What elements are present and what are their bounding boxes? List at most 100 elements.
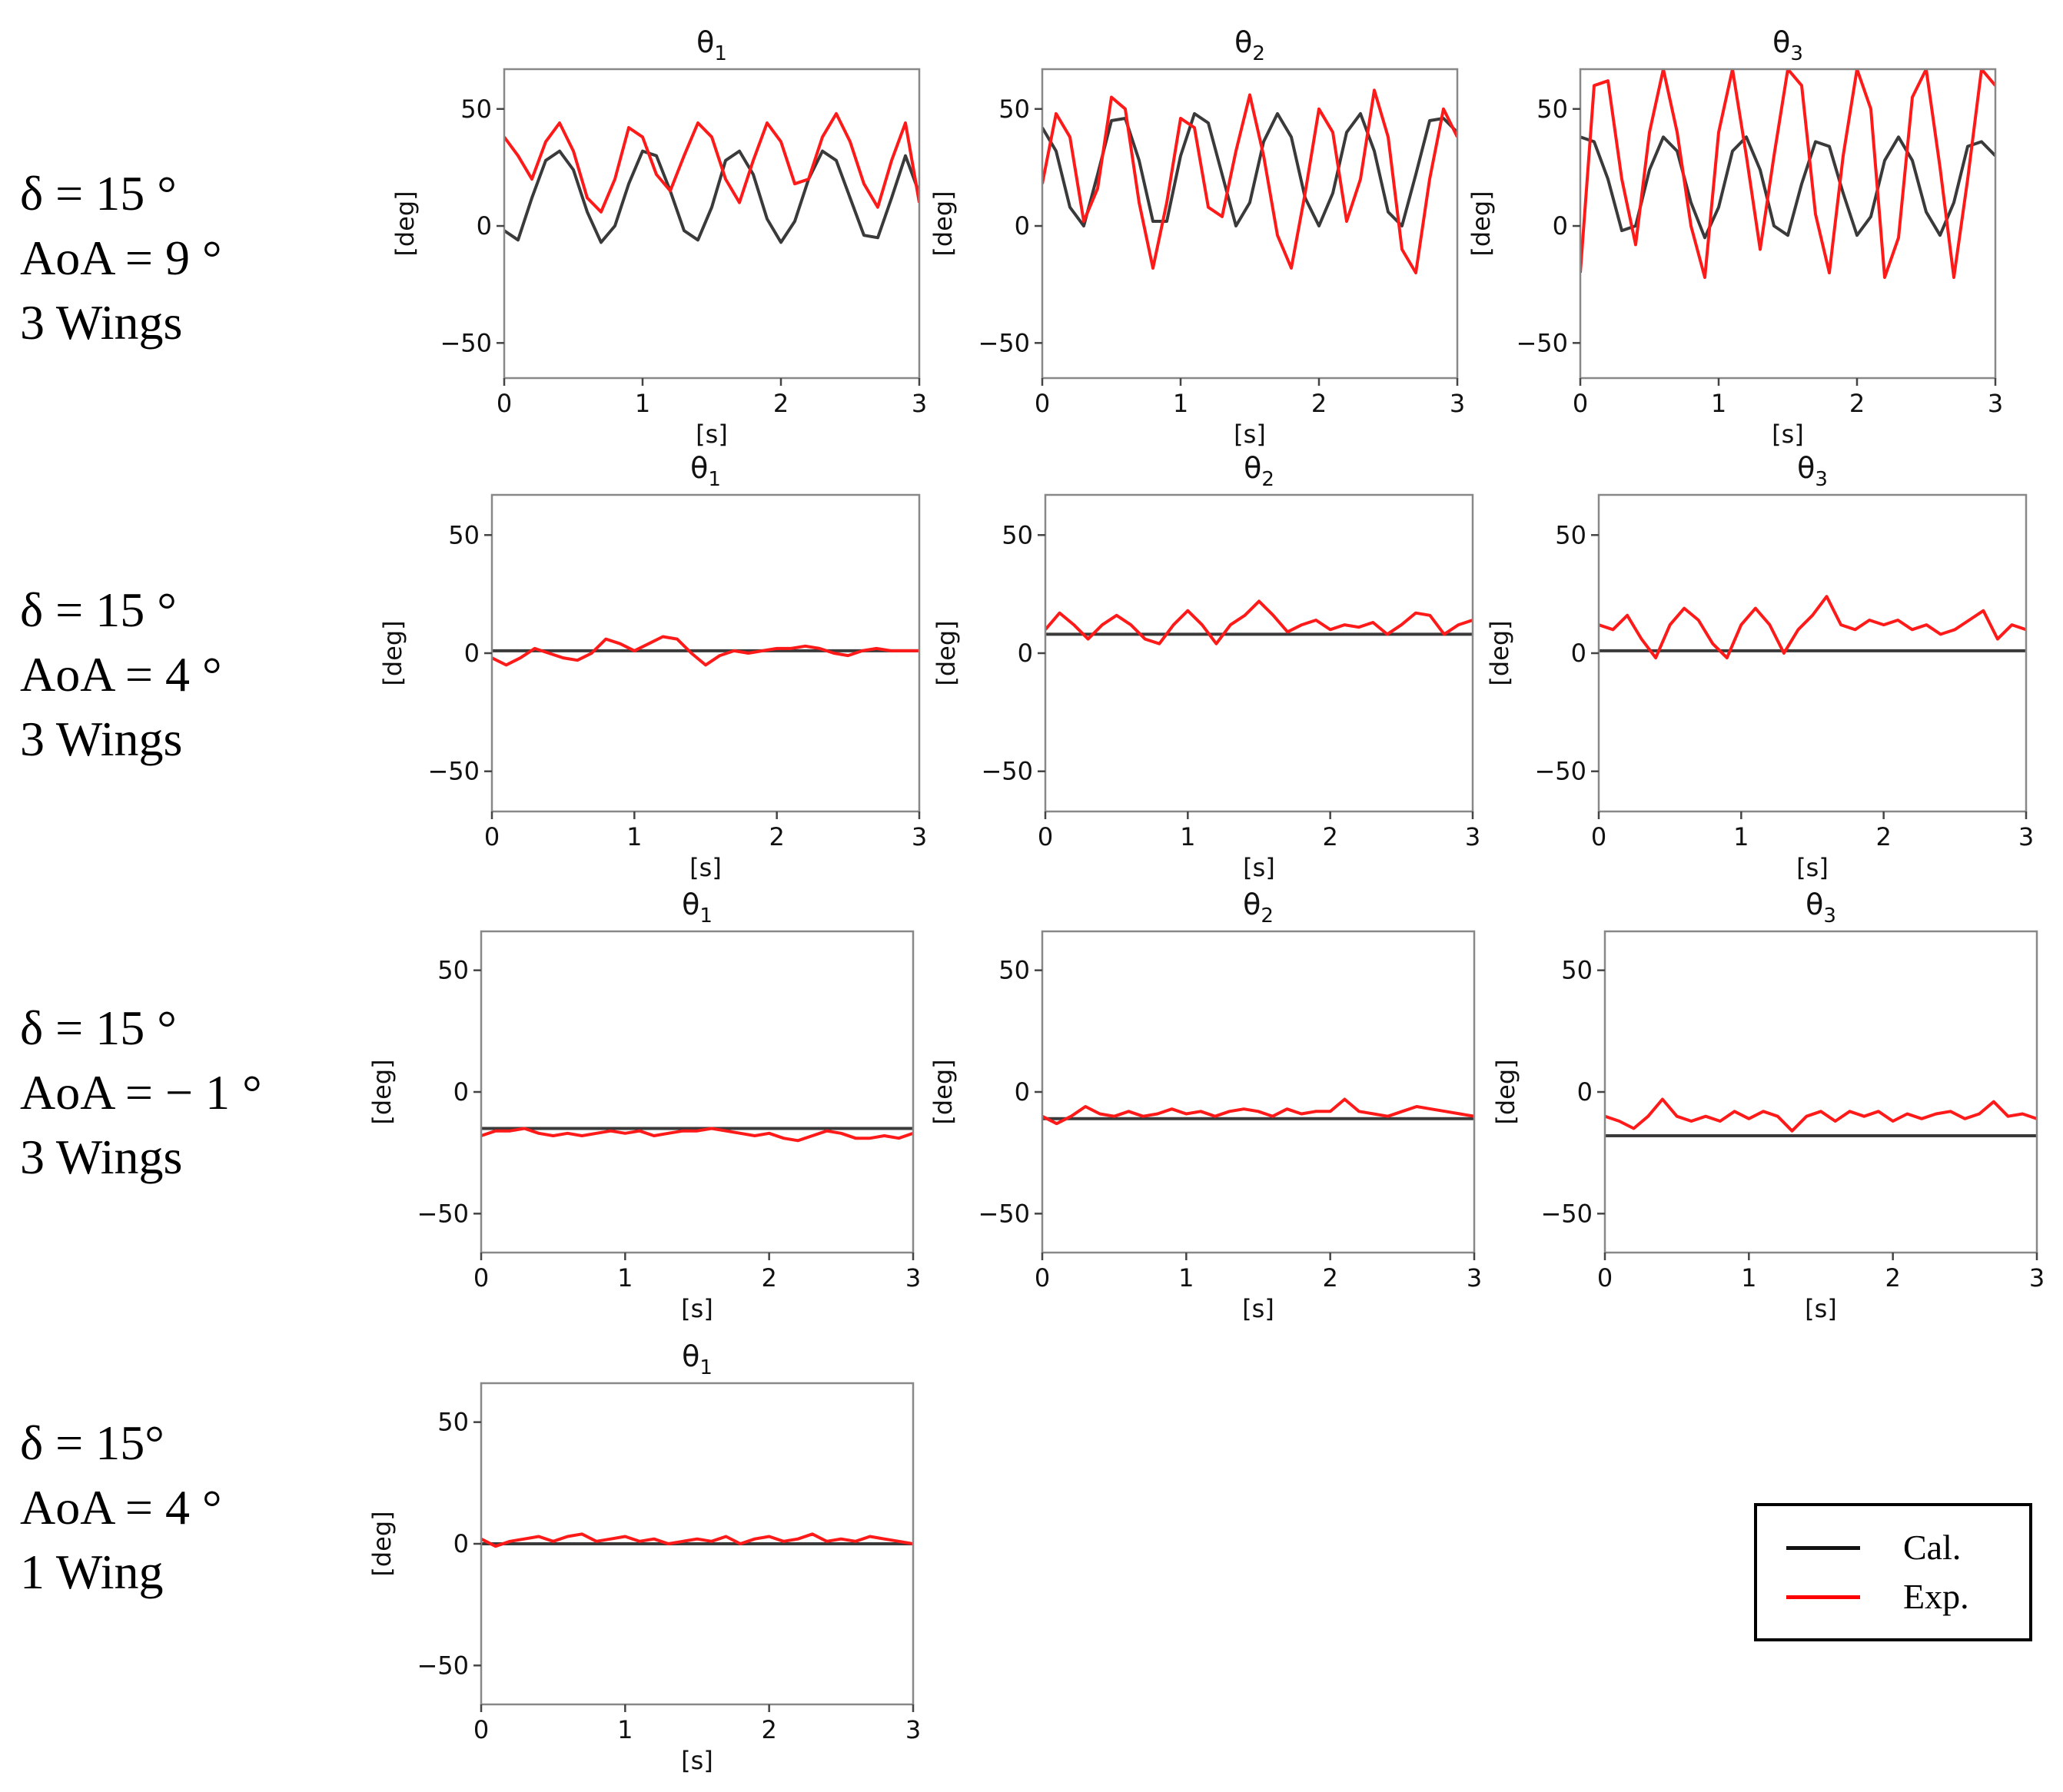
x-tick-label: 2 — [1311, 389, 1327, 418]
x-tick-label: 0 — [497, 389, 512, 418]
x-tick-label: 1 — [1173, 389, 1188, 418]
row-label-line: AoA = 9 ° — [20, 231, 222, 285]
y-tick-label: −50 — [1516, 328, 1568, 357]
row-label-line: δ = 15° — [20, 1415, 164, 1470]
series-exp-line — [1605, 1097, 2037, 1133]
x-tick-label: 1 — [626, 822, 642, 851]
x-tick-label: 2 — [1322, 822, 1337, 851]
series-cal-line — [1042, 111, 1457, 227]
row-label-line: δ = 15 ° — [20, 582, 177, 637]
x-tick-label: 2 — [1322, 1263, 1337, 1293]
plot-area — [504, 111, 919, 244]
plot-area — [1042, 88, 1457, 274]
y-tick-label: 50 — [1536, 95, 1568, 124]
x-axis-label: [s] — [1243, 853, 1275, 882]
x-tick-label: 2 — [761, 1715, 776, 1744]
subplot-3-3: 0 1 2 3 −50 0 50 [s] [deg] θ3 — [1491, 888, 2045, 1323]
x-tick-label: 1 — [1711, 389, 1726, 418]
y-tick-label: −50 — [427, 757, 480, 786]
plot-area — [481, 1532, 913, 1548]
legend: Cal. Exp. — [1754, 1503, 2032, 1641]
x-tick-label: 0 — [473, 1263, 489, 1293]
plot-area — [1605, 1097, 2037, 1137]
y-tick-label: 50 — [1561, 956, 1593, 985]
row-label-line: δ = 15 ° — [20, 1001, 177, 1055]
legend-label-exp: Exp. — [1903, 1577, 1969, 1616]
row-label-line: 3 Wings — [20, 712, 183, 766]
series-exp-line — [1599, 595, 2026, 660]
x-tick-label: 0 — [1035, 1263, 1050, 1293]
x-tick-label: 0 — [484, 822, 500, 851]
y-axis-label: [deg] — [367, 1059, 397, 1124]
subplot-title: θ3 — [1797, 451, 1828, 491]
x-axis-label: [s] — [689, 853, 722, 882]
x-axis-label: [s] — [696, 420, 728, 449]
x-tick-label: 0 — [1573, 389, 1588, 418]
legend-label-cal: Cal. — [1903, 1528, 1962, 1567]
subplot-4-1: 0 1 2 3 −50 0 50 [s] [deg] θ1 — [367, 1339, 921, 1775]
legend-line-exp — [1786, 1595, 1860, 1599]
plot-area — [1045, 599, 1473, 645]
x-tick-label: 2 — [1875, 822, 1891, 851]
x-tick-label: 0 — [1038, 822, 1053, 851]
subplot-2-1: 0 1 2 3 −50 0 50 [s] [deg] θ1 — [378, 451, 927, 882]
y-axis-label: [deg] — [390, 191, 420, 256]
axes-frame — [480, 930, 915, 1254]
x-tick-label: 1 — [1733, 822, 1749, 851]
series-exp-line — [504, 111, 919, 214]
y-tick-label: 0 — [1571, 639, 1586, 668]
series-exp-line — [1045, 599, 1473, 645]
y-axis-label: [deg] — [932, 620, 961, 685]
row-label-line: AoA = 4 ° — [20, 1480, 222, 1535]
y-tick-label: 0 — [1577, 1077, 1593, 1107]
subplot-title: θ3 — [1772, 25, 1803, 65]
axes-frame — [1603, 930, 2038, 1254]
y-axis-label: [deg] — [1467, 191, 1496, 256]
x-tick-label: 3 — [912, 822, 927, 851]
x-tick-label: 3 — [1988, 389, 2003, 418]
y-axis-label: [deg] — [929, 191, 958, 256]
axes-frame — [503, 68, 921, 380]
y-tick-label: −50 — [1534, 757, 1586, 786]
y-tick-label: −50 — [1540, 1199, 1593, 1228]
x-tick-label: 3 — [1465, 822, 1480, 851]
x-axis-label: [s] — [1242, 1294, 1274, 1323]
row-label-line: AoA = − 1 ° — [20, 1065, 262, 1120]
x-tick-label: 0 — [1035, 389, 1050, 418]
x-tick-label: 1 — [635, 389, 650, 418]
row-label-1: δ = 15 ° AoA = 9 ° 3 Wings — [20, 161, 222, 355]
x-tick-label: 2 — [773, 389, 789, 418]
subplot-title: θ2 — [1244, 451, 1274, 491]
subplot-2-2: 0 1 2 3 −50 0 50 [s] [deg] θ2 — [932, 451, 1480, 882]
y-tick-label: 0 — [464, 639, 480, 668]
series-exp-line — [481, 1127, 913, 1143]
series-cal-line — [1580, 135, 1995, 240]
x-axis-label: [s] — [1234, 420, 1266, 449]
axes-frame — [1041, 68, 1459, 380]
series-exp-line — [1042, 88, 1457, 274]
y-tick-label: 50 — [998, 956, 1030, 985]
y-tick-label: −50 — [978, 1199, 1030, 1228]
series-cal-line — [504, 149, 919, 244]
x-axis-label: [s] — [1796, 853, 1829, 882]
row-label-4: δ = 15° AoA = 4 ° 1 Wing — [20, 1411, 222, 1605]
x-tick-label: 2 — [769, 822, 784, 851]
plot-area — [1599, 595, 2026, 660]
row-label-3: δ = 15 ° AoA = − 1 ° 3 Wings — [20, 996, 262, 1190]
y-tick-label: 50 — [448, 520, 480, 549]
subplot-3-2: 0 1 2 3 −50 0 50 [s] [deg] θ2 — [929, 888, 1482, 1323]
plot-area — [481, 1127, 913, 1143]
row-label-line: 1 Wing — [20, 1545, 164, 1599]
row-label-line: AoA = 4 ° — [20, 647, 222, 702]
subplot-title: θ2 — [1243, 888, 1274, 928]
subplot-title: θ3 — [1806, 888, 1836, 928]
axes-frame — [1579, 68, 1997, 380]
axes-frame — [1041, 930, 1476, 1254]
axes-frame — [1597, 493, 2028, 813]
y-tick-label: −50 — [440, 328, 492, 357]
y-tick-label: 50 — [998, 95, 1030, 124]
row-label-line: 3 Wings — [20, 295, 183, 350]
y-tick-label: 0 — [1553, 211, 1568, 241]
x-tick-label: 2 — [1885, 1263, 1900, 1293]
plot-area — [1580, 69, 1995, 279]
